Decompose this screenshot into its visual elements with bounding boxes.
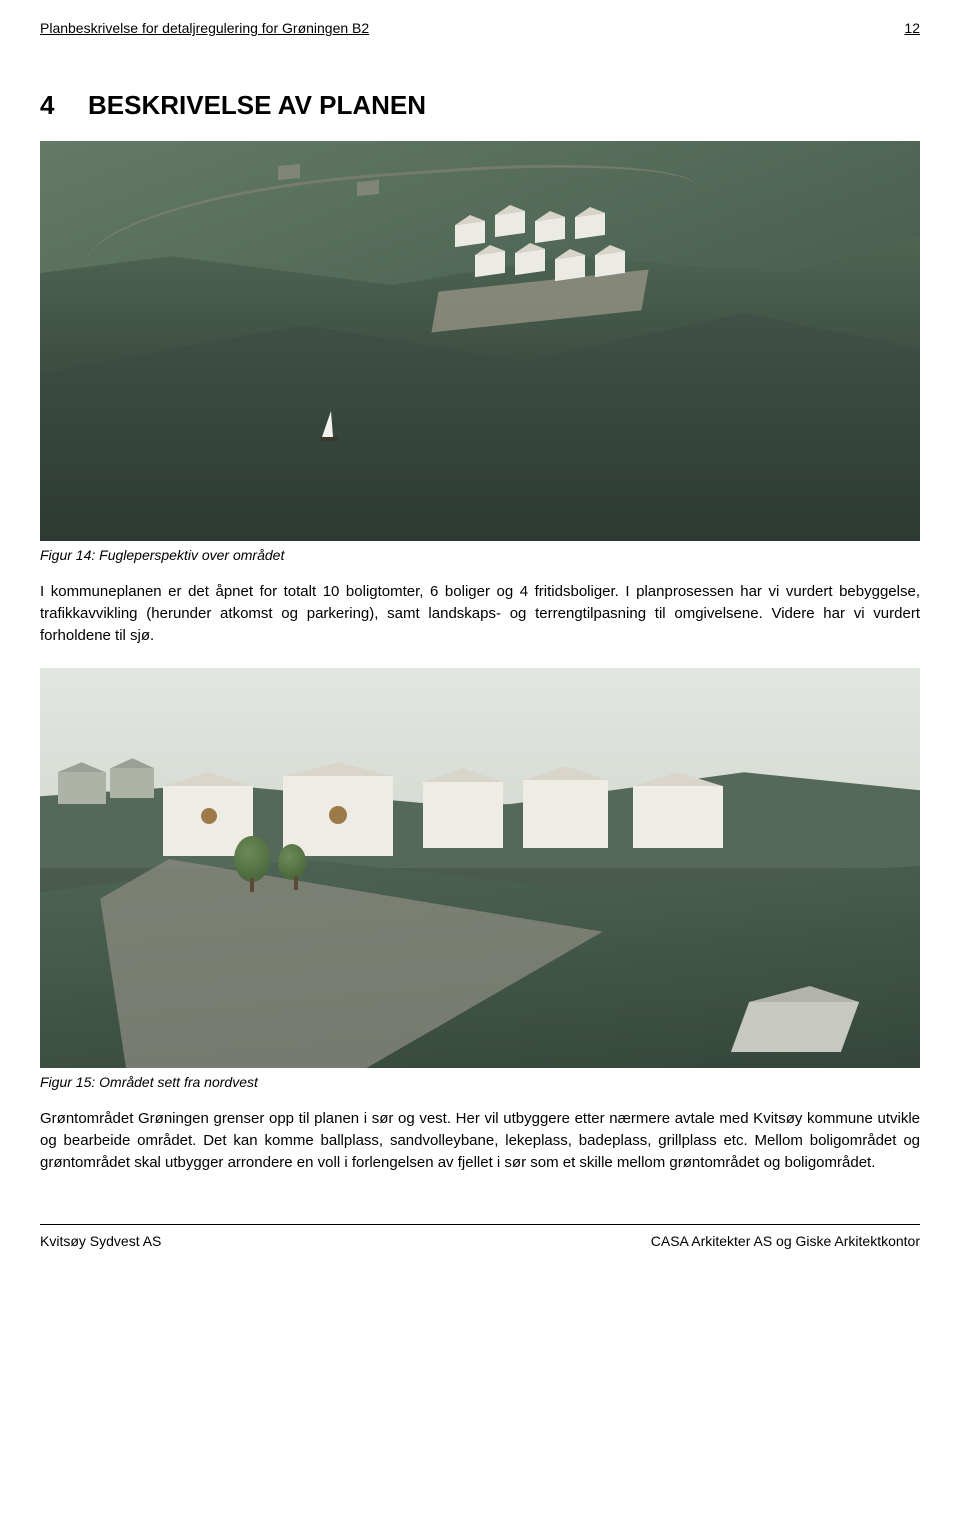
figure-14-caption: Figur 14: Fugleperspektiv over området (40, 547, 920, 563)
house-icon (575, 213, 605, 239)
background-house (110, 768, 154, 798)
page-footer: Kvitsøy Sydvest AS CASA Arkitekter AS og… (40, 1233, 920, 1249)
tree-icon (278, 844, 306, 880)
section-heading: 4BESKRIVELSE AV PLANEN (40, 90, 920, 121)
house-icon (475, 251, 505, 277)
background-house (58, 772, 106, 804)
footer-left: Kvitsøy Sydvest AS (40, 1233, 161, 1249)
section-title-text: BESKRIVELSE AV PLANEN (88, 90, 426, 120)
tree-icon (234, 836, 270, 882)
building (633, 786, 723, 848)
house-icon (515, 249, 545, 275)
building (523, 780, 608, 848)
figure-15: Figur 15: Området sett fra nordvest (40, 668, 920, 1090)
section-number: 4 (40, 90, 88, 121)
footer-rule (40, 1224, 920, 1225)
footer-right: CASA Arkitekter AS og Giske Arkitektkont… (651, 1233, 920, 1249)
figure-14: Figur 14: Fugleperspektiv over området (40, 141, 920, 563)
plaza (431, 270, 648, 333)
foreground-building (731, 1002, 859, 1052)
house-icon (495, 211, 525, 237)
page-header: Planbeskrivelse for detaljregulering for… (40, 20, 920, 40)
background-building (357, 180, 379, 196)
sailboat-icon (322, 411, 333, 437)
house-icon (535, 217, 565, 243)
house-icon (555, 255, 585, 281)
figure-15-caption: Figur 15: Området sett fra nordvest (40, 1074, 920, 1090)
terrain-water (40, 301, 920, 541)
building (423, 782, 503, 848)
header-title: Planbeskrivelse for detaljregulering for… (40, 20, 369, 36)
figure-15-render (40, 668, 920, 1068)
figure-14-render (40, 141, 920, 541)
header-page-number: 12 (904, 20, 920, 36)
paragraph-2: Grøntområdet Grøningen grenser opp til p… (40, 1108, 920, 1173)
house-cluster (445, 213, 645, 323)
building (283, 776, 393, 856)
background-building (278, 164, 300, 180)
house-icon (455, 221, 485, 247)
house-icon (595, 251, 625, 277)
paragraph-1: I kommuneplanen er det åpnet for totalt … (40, 581, 920, 646)
